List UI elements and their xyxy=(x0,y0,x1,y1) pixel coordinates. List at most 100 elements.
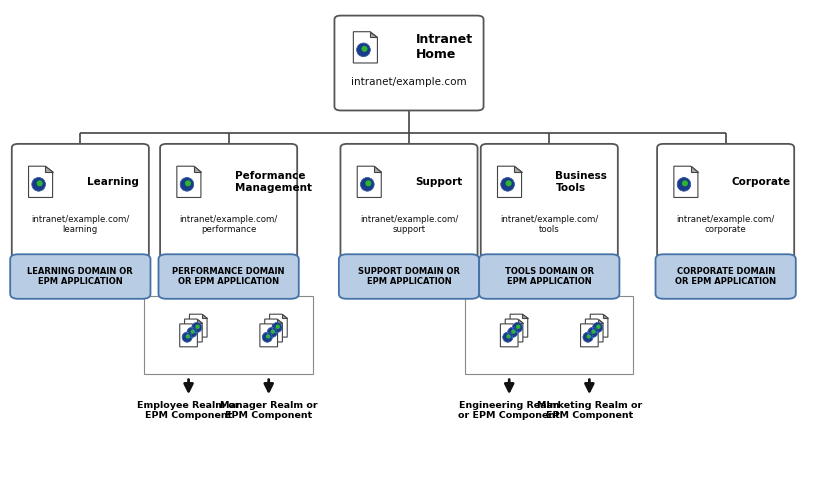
Ellipse shape xyxy=(357,43,371,57)
Ellipse shape xyxy=(272,323,282,332)
FancyBboxPatch shape xyxy=(655,254,796,299)
Ellipse shape xyxy=(276,325,280,329)
Text: Support: Support xyxy=(416,177,462,187)
Polygon shape xyxy=(180,324,197,347)
Text: Employee Realm or
EPM Component: Employee Realm or EPM Component xyxy=(137,401,240,420)
Ellipse shape xyxy=(508,328,518,337)
Polygon shape xyxy=(510,314,528,337)
Ellipse shape xyxy=(263,332,272,342)
Text: CORPORATE DOMAIN
OR EPM APPLICATION: CORPORATE DOMAIN OR EPM APPLICATION xyxy=(675,267,776,286)
Text: intranet/example.com/
support: intranet/example.com/ support xyxy=(360,215,458,234)
Ellipse shape xyxy=(185,180,191,186)
Ellipse shape xyxy=(37,180,43,186)
Polygon shape xyxy=(282,314,287,318)
Polygon shape xyxy=(277,319,282,323)
Ellipse shape xyxy=(187,328,197,337)
Ellipse shape xyxy=(182,332,192,342)
Ellipse shape xyxy=(516,325,520,329)
FancyBboxPatch shape xyxy=(481,144,618,258)
Ellipse shape xyxy=(361,178,374,191)
FancyBboxPatch shape xyxy=(10,254,151,299)
Ellipse shape xyxy=(587,334,591,339)
FancyBboxPatch shape xyxy=(479,254,619,299)
Ellipse shape xyxy=(366,180,371,186)
Polygon shape xyxy=(603,314,608,318)
Ellipse shape xyxy=(501,178,515,191)
Polygon shape xyxy=(586,319,603,342)
Text: intranet/example.com/
tools: intranet/example.com/ tools xyxy=(500,215,599,234)
Ellipse shape xyxy=(186,334,190,339)
Polygon shape xyxy=(190,314,207,337)
Polygon shape xyxy=(177,166,201,198)
FancyBboxPatch shape xyxy=(657,144,794,258)
Ellipse shape xyxy=(591,329,596,334)
Polygon shape xyxy=(690,166,698,172)
Polygon shape xyxy=(194,166,201,172)
Ellipse shape xyxy=(196,325,200,329)
Polygon shape xyxy=(29,166,52,198)
FancyBboxPatch shape xyxy=(145,296,312,374)
Polygon shape xyxy=(353,32,377,63)
Text: intranet/example.com: intranet/example.com xyxy=(351,77,467,87)
Ellipse shape xyxy=(191,329,195,334)
Ellipse shape xyxy=(180,178,194,191)
Polygon shape xyxy=(202,314,207,318)
Ellipse shape xyxy=(32,178,45,191)
Text: TOOLS DOMAIN OR
EPM APPLICATION: TOOLS DOMAIN OR EPM APPLICATION xyxy=(505,267,594,286)
Polygon shape xyxy=(515,166,522,172)
Polygon shape xyxy=(272,324,277,328)
Polygon shape xyxy=(45,166,52,172)
Ellipse shape xyxy=(513,323,523,332)
FancyBboxPatch shape xyxy=(465,296,633,374)
Polygon shape xyxy=(197,319,202,323)
Ellipse shape xyxy=(583,332,593,342)
Ellipse shape xyxy=(588,328,598,337)
Polygon shape xyxy=(581,324,598,347)
Ellipse shape xyxy=(266,334,270,339)
Polygon shape xyxy=(497,166,522,198)
Ellipse shape xyxy=(596,325,600,329)
FancyBboxPatch shape xyxy=(160,144,297,258)
Text: LEARNING DOMAIN OR
EPM APPLICATION: LEARNING DOMAIN OR EPM APPLICATION xyxy=(28,267,133,286)
Polygon shape xyxy=(357,166,381,198)
Text: SUPPORT DOMAIN OR
EPM APPLICATION: SUPPORT DOMAIN OR EPM APPLICATION xyxy=(358,267,460,286)
Polygon shape xyxy=(185,319,202,342)
Polygon shape xyxy=(371,32,377,38)
Polygon shape xyxy=(192,324,197,328)
FancyBboxPatch shape xyxy=(335,16,483,111)
Polygon shape xyxy=(591,314,608,337)
Text: Business
Tools: Business Tools xyxy=(555,171,608,193)
Text: PERFORMANCE DOMAIN
OR EPM APPLICATION: PERFORMANCE DOMAIN OR EPM APPLICATION xyxy=(173,267,285,286)
Polygon shape xyxy=(598,319,603,323)
Text: intranet/example.com/
performance: intranet/example.com/ performance xyxy=(179,215,278,234)
Text: intranet/example.com/
learning: intranet/example.com/ learning xyxy=(31,215,129,234)
Polygon shape xyxy=(506,319,523,342)
Polygon shape xyxy=(674,166,698,198)
Polygon shape xyxy=(523,314,528,318)
FancyBboxPatch shape xyxy=(340,144,478,258)
Text: Intranet
Home: Intranet Home xyxy=(416,34,473,61)
Ellipse shape xyxy=(271,329,275,334)
Ellipse shape xyxy=(506,334,510,339)
Text: Manager Realm or
EPM Component: Manager Realm or EPM Component xyxy=(220,401,317,420)
FancyBboxPatch shape xyxy=(159,254,299,299)
Text: intranet/example.com/
corporate: intranet/example.com/ corporate xyxy=(676,215,775,234)
Ellipse shape xyxy=(192,323,202,332)
Ellipse shape xyxy=(503,332,513,342)
Text: Marketing Realm or
EPM Component: Marketing Realm or EPM Component xyxy=(537,401,642,420)
Text: Peformance
Management: Peformance Management xyxy=(235,171,312,193)
Text: Learning: Learning xyxy=(87,177,138,187)
Polygon shape xyxy=(501,324,518,347)
Polygon shape xyxy=(270,314,287,337)
Ellipse shape xyxy=(267,328,277,337)
Polygon shape xyxy=(374,166,381,172)
FancyBboxPatch shape xyxy=(339,254,479,299)
Ellipse shape xyxy=(593,323,603,332)
Polygon shape xyxy=(265,319,282,342)
FancyBboxPatch shape xyxy=(11,144,149,258)
Polygon shape xyxy=(513,324,518,328)
Ellipse shape xyxy=(362,46,367,52)
Polygon shape xyxy=(260,324,277,347)
Polygon shape xyxy=(593,324,598,328)
Ellipse shape xyxy=(506,180,511,186)
